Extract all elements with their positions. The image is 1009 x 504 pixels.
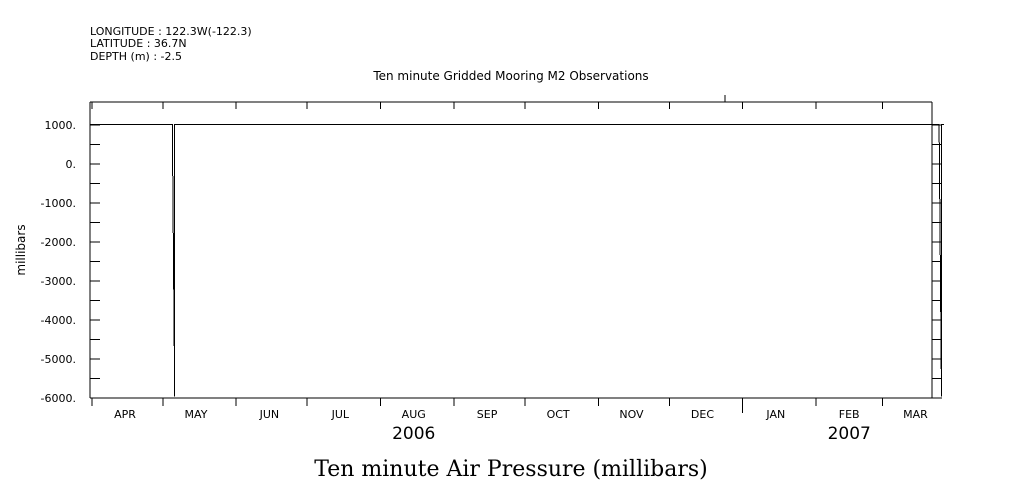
longitude-label: LONGITUDE : 122.3W(-122.3) <box>90 25 252 38</box>
x-tick-label: FEB <box>839 408 860 421</box>
y-tick-label: -3000. <box>41 275 76 288</box>
plot-area: 1000. 0. -1000. -2000. -3000. -4000. -5000. -60… <box>41 95 944 444</box>
latitude-label: LATITUDE : 36.7N <box>90 37 187 50</box>
x-year-label: 2006 <box>392 424 435 444</box>
y-tick-label: -6000. <box>41 392 76 405</box>
y-tick-label: 0. <box>66 158 77 171</box>
x-tick-label: MAY <box>185 408 208 421</box>
depth-label: DEPTH (m) : -2.5 <box>90 50 182 63</box>
y-tick-label: -4000. <box>41 314 76 327</box>
y-tick-label: 1000. <box>45 119 77 132</box>
y-tick-label: -2000. <box>41 236 76 249</box>
x-tick-label: JUN <box>259 408 280 421</box>
y-tick-label: -1000. <box>41 197 76 210</box>
x-tick-label: APR <box>114 408 136 421</box>
x-tick-label: DEC <box>691 408 714 421</box>
x-tick-label: JAN <box>765 408 785 421</box>
series-line <box>89 123 944 397</box>
x-tick-label: NOV <box>619 408 644 421</box>
x-tick-label: OCT <box>547 408 570 421</box>
y-axis-label: millibars <box>14 224 28 275</box>
x-tick-label: MAR <box>903 408 928 421</box>
x-tick-label: JUL <box>331 408 350 421</box>
x-tick-label: SEP <box>477 408 498 421</box>
x-tick-label: AUG <box>402 408 426 421</box>
bottom-title: Ten minute Air Pressure (millibars) <box>314 457 707 482</box>
y-tick-label: -5000. <box>41 353 76 366</box>
x-year-label: 2007 <box>828 424 871 444</box>
chart-title: Ten minute Gridded Mooring M2 Observatio… <box>372 69 648 83</box>
